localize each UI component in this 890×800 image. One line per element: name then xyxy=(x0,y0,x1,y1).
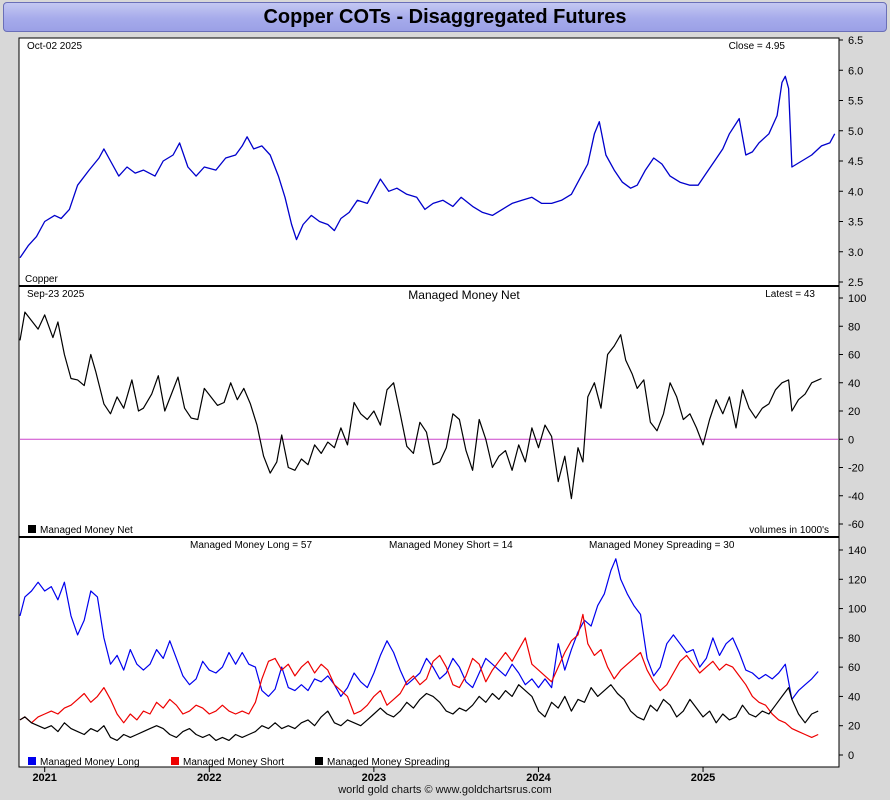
series-line-price xyxy=(19,75,836,259)
series-line-managed-money-long xyxy=(19,558,819,700)
y-tick-label: 6.0 xyxy=(848,65,863,77)
legend-label-long: Managed Money Long xyxy=(40,757,140,768)
price-close-label: Close = 4.95 xyxy=(729,41,786,52)
y-tick-label: 20 xyxy=(848,406,860,418)
net-panel-title: Managed Money Net xyxy=(408,288,520,302)
series-line-managed-money-net xyxy=(19,311,822,500)
legend-swatch-short xyxy=(171,757,179,765)
y-tick-label: 60 xyxy=(848,662,860,674)
x-tick-label: 2021 xyxy=(32,772,56,784)
x-tick-label: 2024 xyxy=(526,772,551,784)
net-latest-label: Latest = 43 xyxy=(765,289,815,300)
y-tick-label: 120 xyxy=(848,574,866,586)
y-tick-label: 40 xyxy=(848,691,860,703)
chart-title: Copper COTs - Disaggregated Futures xyxy=(3,2,887,32)
x-tick-label: 2025 xyxy=(691,772,715,784)
price-instrument-label: Copper xyxy=(25,274,58,285)
long-header-label: Managed Money Long = 57 xyxy=(190,540,312,551)
y-tick-label: 100 xyxy=(848,293,866,305)
legend-label-short: Managed Money Short xyxy=(183,757,284,768)
y-tick-label: 2.5 xyxy=(848,277,863,289)
grid-layer: 2.5 3.0 3.5 4.0 4.5 5.0 5.5 6.0 6.5 -60 -40 -20 0 20 4… xyxy=(20,35,866,784)
y-tick-label: 140 xyxy=(848,545,866,557)
series-line-managed-money-spreading xyxy=(19,684,819,741)
x-tick-label: 2022 xyxy=(197,772,221,784)
y-tick-label: 60 xyxy=(848,350,860,362)
y-tick-label: 80 xyxy=(848,321,860,333)
spreading-header-label: Managed Money Spreading = 30 xyxy=(589,540,735,551)
y-tick-label: -20 xyxy=(848,463,864,475)
series-layer xyxy=(19,75,836,741)
y-tick-label: 3.0 xyxy=(848,247,863,259)
volumes-note: volumes in 1000's xyxy=(749,525,829,536)
y-tick-label: -60 xyxy=(848,519,864,531)
y-tick-label: 4.0 xyxy=(848,186,863,198)
legend-swatch-spreading xyxy=(315,757,323,765)
legend-label-net: Managed Money Net xyxy=(40,525,133,536)
plot-frame xyxy=(18,37,840,768)
y-tick-label: 0 xyxy=(848,434,854,446)
y-tick-label: -40 xyxy=(848,491,864,503)
legend-label-spreading: Managed Money Spreading xyxy=(327,757,450,768)
footer-credit: world gold charts © www.goldchartsrus.co… xyxy=(338,784,552,796)
legend-swatch-net xyxy=(28,525,36,533)
y-tick-label: 100 xyxy=(848,604,866,616)
price-date-label: Oct-02 2025 xyxy=(27,41,82,52)
y-tick-label: 3.5 xyxy=(848,217,863,229)
net-date-label: Sep-23 2025 xyxy=(27,289,85,300)
y-tick-label: 40 xyxy=(848,378,860,390)
y-tick-label: 4.5 xyxy=(848,156,863,168)
short-header-label: Managed Money Short = 14 xyxy=(389,540,513,551)
y-tick-label: 5.0 xyxy=(848,126,863,138)
y-tick-label: 0 xyxy=(848,750,854,762)
y-tick-label: 80 xyxy=(848,633,860,645)
legend-swatch-long xyxy=(28,757,36,765)
y-tick-label: 5.5 xyxy=(848,96,863,108)
series-line-managed-money-short xyxy=(19,613,819,738)
x-tick-label: 2023 xyxy=(362,772,386,784)
y-tick-label: 20 xyxy=(848,721,860,733)
y-tick-label: 6.5 xyxy=(848,35,863,47)
